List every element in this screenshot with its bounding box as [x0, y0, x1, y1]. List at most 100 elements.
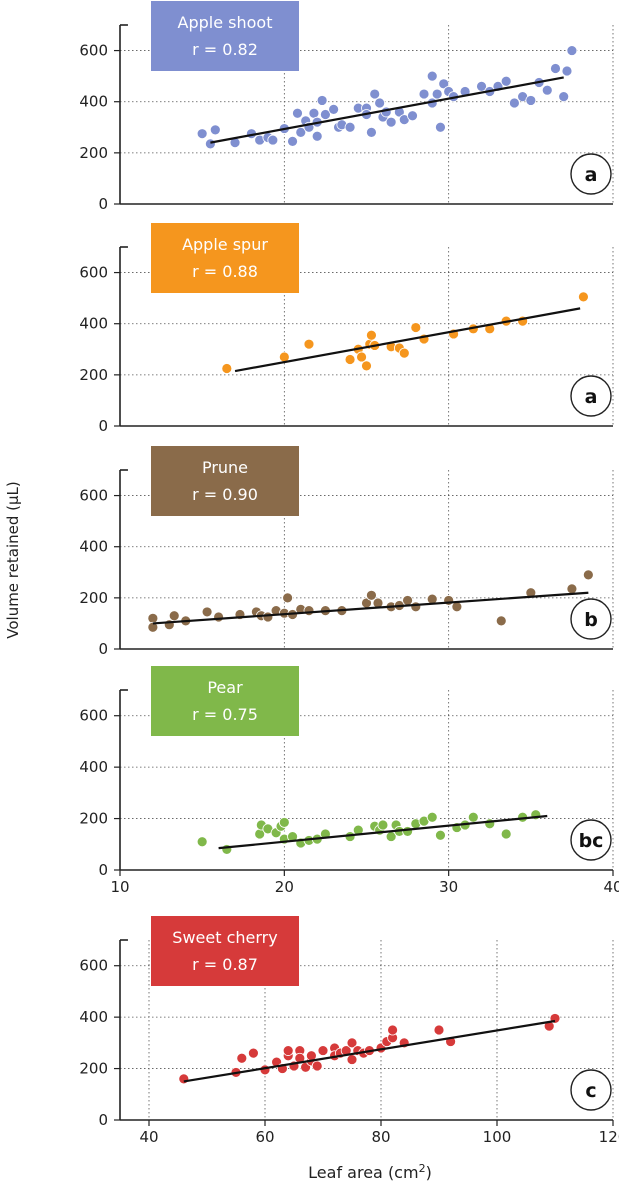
fit-line: [234, 307, 581, 373]
data-point: [262, 611, 274, 623]
data-point: [366, 329, 377, 341]
panel-title: Apple spur: [182, 235, 268, 254]
data-point: [221, 363, 233, 374]
data-point: [431, 88, 443, 100]
data-point: [509, 97, 520, 109]
y-tick-label: 200: [79, 810, 108, 828]
fit-line: [183, 1019, 556, 1083]
y-axis-label: Volume retained (μL): [4, 481, 22, 639]
group-letter: a: [585, 386, 598, 408]
x-axis-label-close: ): [426, 1163, 432, 1182]
data-point: [168, 610, 180, 622]
panel-r-value: r = 0.82: [192, 40, 258, 59]
group-letter: b: [584, 609, 598, 631]
group-letter-circle: [570, 375, 612, 417]
group-letter-circle: [570, 1069, 612, 1111]
panel-title: Sweet cherry: [172, 928, 277, 947]
data-point: [303, 605, 315, 617]
data-point: [467, 811, 479, 823]
data-point: [311, 1060, 323, 1072]
data-point: [316, 95, 328, 106]
panel-1: 0 200 400 600 Apple shoot r = 0.82 a: [79, 1, 614, 213]
x-axis-label: Leaf area (cm2): [308, 1162, 432, 1182]
y-tick-label: 200: [79, 144, 108, 162]
data-point: [366, 126, 377, 138]
fit-line: [152, 591, 589, 625]
data-point: [561, 65, 573, 77]
data-point: [435, 829, 446, 841]
fit-line: [210, 76, 564, 144]
data-point: [147, 612, 159, 624]
data-point: [356, 351, 367, 363]
panel-4: 0 200 400 600 10 20 30 40 Pear r = 0.75 bc: [79, 666, 619, 896]
data-point: [398, 347, 410, 359]
y-tick-label: 0: [98, 195, 108, 213]
data-point: [282, 592, 294, 604]
data-point: [387, 1024, 399, 1036]
panel-title: Prune: [202, 458, 248, 477]
data-point: [278, 817, 290, 828]
y-tick-label: 200: [79, 1060, 108, 1078]
group-letter-circle: [570, 819, 612, 861]
y-tick-label: 600: [79, 957, 108, 975]
data-point: [402, 826, 413, 837]
panel-5: 0 200 400 600 40 60 80 100 120 Sweet cherry r = 0.…: [79, 916, 619, 1146]
data-point: [582, 569, 594, 581]
x-tick-label: 10: [110, 878, 129, 896]
data-point: [578, 291, 589, 303]
data-point: [525, 95, 537, 106]
data-point: [402, 595, 413, 606]
data-point: [374, 97, 386, 109]
data-point: [550, 63, 561, 74]
data-point: [361, 360, 372, 372]
data-point: [204, 138, 216, 150]
data-point: [500, 75, 512, 87]
data-point: [495, 615, 507, 627]
data-point: [201, 606, 213, 618]
group-letter-circle: [570, 598, 612, 640]
data-point: [282, 1045, 294, 1056]
x-tick-label: 80: [371, 1128, 390, 1146]
panel-3: 0 200 400 600 Prune r = 0.90 b: [79, 446, 614, 658]
data-point: [410, 322, 422, 333]
y-tick-label: 400: [79, 758, 108, 776]
data-point: [476, 80, 487, 92]
group-letter: a: [585, 164, 598, 186]
x-tick-label: 40: [139, 1128, 158, 1146]
data-point: [426, 811, 438, 823]
data-point: [267, 134, 279, 146]
data-point: [209, 124, 221, 136]
data-point: [435, 121, 446, 133]
y-tick-label: 200: [79, 589, 108, 607]
y-tick-label: 600: [79, 487, 108, 505]
data-point: [346, 1054, 358, 1065]
x-tick-label: 20: [275, 878, 294, 896]
data-point: [366, 589, 377, 601]
data-point: [311, 130, 323, 142]
y-tick-label: 0: [98, 861, 108, 879]
panel-r-value: r = 0.88: [192, 262, 258, 281]
data-point: [369, 88, 381, 100]
x-axis-label-text: Leaf area (cm: [308, 1163, 418, 1182]
data-point: [566, 45, 578, 56]
data-point: [438, 78, 450, 90]
data-point: [196, 128, 208, 140]
x-tick-label: 60: [255, 1128, 274, 1146]
y-tick-label: 400: [79, 93, 108, 111]
title-box: [151, 223, 299, 293]
y-tick-label: 0: [98, 1111, 108, 1129]
y-tick-label: 0: [98, 417, 108, 435]
data-point: [410, 601, 422, 613]
data-point: [385, 116, 397, 128]
data-point: [320, 109, 331, 120]
x-axis-label-superscript: 2: [419, 1162, 426, 1175]
data-point: [558, 91, 570, 102]
title-box: [151, 446, 299, 516]
x-tick-label: 30: [439, 878, 458, 896]
y-tick-label: 400: [79, 1008, 108, 1026]
panel-title: Pear: [207, 678, 243, 697]
panel-r-value: r = 0.87: [192, 955, 258, 974]
group-letter-circle: [570, 153, 612, 195]
